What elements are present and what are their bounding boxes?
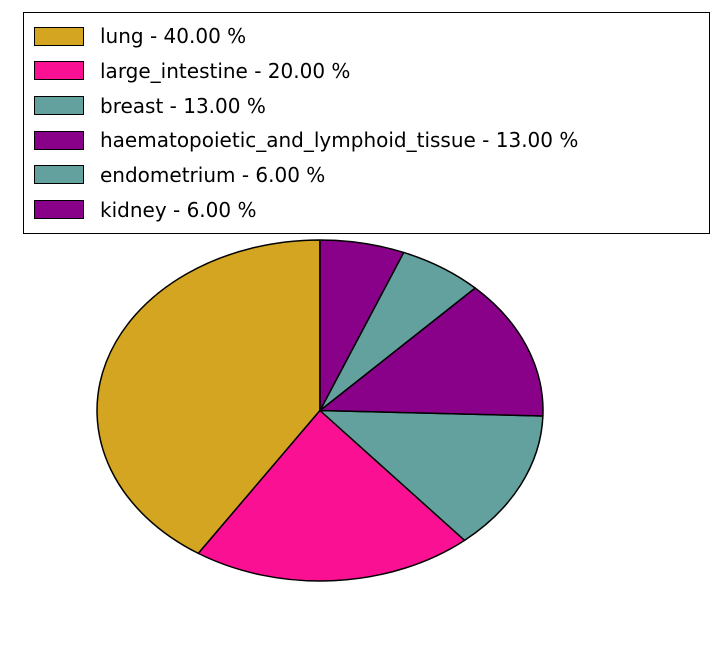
legend-item-kidney: kidney - 6.00 % — [34, 199, 701, 221]
legend-swatch-endometrium — [34, 165, 84, 185]
legend-item-lung: lung - 40.00 % — [34, 25, 701, 47]
legend-label-kidney: kidney - 6.00 % — [100, 197, 257, 222]
legend-label-endometrium: endometrium - 6.00 % — [100, 162, 326, 187]
legend-item-breast: breast - 13.00 % — [34, 95, 701, 117]
legend-label-large_intestine: large_intestine - 20.00 % — [100, 58, 351, 83]
pie-slice-haematopoietic_and_lymphoid_tissue — [319, 287, 544, 417]
pie-slice-kidney — [319, 239, 405, 412]
legend-item-endometrium: endometrium - 6.00 % — [34, 164, 701, 186]
legend-swatch-haematopoietic_and_lymphoid_tissue — [34, 130, 84, 150]
legend-item-large_intestine: large_intestine - 20.00 % — [34, 60, 701, 82]
legend-label-breast: breast - 13.00 % — [100, 93, 266, 118]
legend-swatch-lung — [34, 26, 84, 46]
pie-slices — [96, 239, 544, 582]
pie-slice-breast — [319, 409, 544, 542]
legend-swatch-breast — [34, 96, 84, 116]
pie-slice-large_intestine — [197, 409, 466, 582]
legend-swatch-kidney — [34, 200, 84, 220]
legend-label-lung: lung - 40.00 % — [100, 24, 247, 49]
legend: lung - 40.00 % large_intestine - 20.00 % b… — [23, 12, 710, 234]
legend-item-haematopoietic_and_lymphoid_tissue: haematopoietic_and_lymphoid_tissue - 13.… — [34, 129, 701, 151]
legend-swatch-large_intestine — [34, 61, 84, 81]
legend-label-haematopoietic_and_lymphoid_tissue: haematopoietic_and_lymphoid_tissue - 13.… — [100, 128, 579, 153]
